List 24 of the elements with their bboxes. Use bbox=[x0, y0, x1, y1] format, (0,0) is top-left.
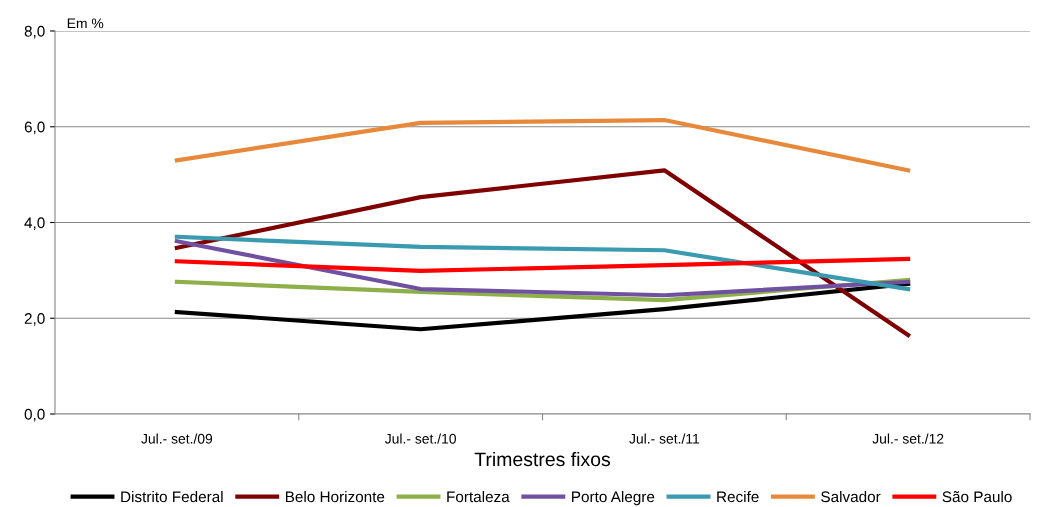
x-tick-label: Jul.- set./10 bbox=[384, 433, 456, 444]
x-axis-title: Trimestres fixos bbox=[474, 451, 611, 467]
line-series bbox=[174, 234, 911, 292]
x-tick-label: Jul.- set./11 bbox=[629, 433, 700, 444]
legend-label: Fortaleza bbox=[447, 490, 510, 503]
x-tick-label: Jul.- set./09 bbox=[141, 433, 213, 444]
y-tick-label: 2,0 bbox=[24, 313, 45, 326]
legend-label: Distrito Federal bbox=[121, 490, 223, 503]
line-series bbox=[174, 256, 911, 273]
legend-label: Belo Horizonte bbox=[285, 490, 385, 503]
line-series bbox=[174, 239, 911, 298]
line-series bbox=[174, 117, 911, 173]
y-tick-label: 0,0 bbox=[24, 408, 45, 422]
y-tick-label: 4,0 bbox=[24, 217, 45, 230]
legend-label: São Paulo bbox=[942, 490, 1012, 503]
y-axis-title: Em % bbox=[67, 18, 104, 29]
y-tick-label: 6,0 bbox=[24, 121, 45, 135]
x-tick-label: Jul.- set./12 bbox=[872, 433, 944, 444]
legend-label: Recife bbox=[717, 490, 759, 503]
legend-label: Porto Alegre bbox=[572, 490, 655, 506]
y-tick-label: 8,0 bbox=[24, 25, 45, 39]
legend-label: Salvador bbox=[821, 490, 881, 503]
line-series bbox=[174, 281, 911, 332]
line-series bbox=[174, 168, 911, 338]
